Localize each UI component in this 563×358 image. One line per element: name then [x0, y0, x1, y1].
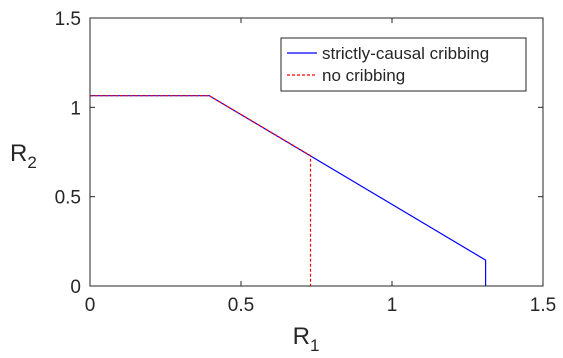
series-layer — [90, 95, 487, 286]
plot-frame — [89, 17, 544, 287]
y-tick-label: 0.5 — [55, 188, 81, 209]
series-line-strictly-causal-cribbing — [90, 95, 487, 286]
x-tick-label: 1.5 — [530, 295, 556, 316]
legend-box — [280, 37, 527, 92]
x-axis-ticks: 0 0.5 1 1.5 — [85, 18, 556, 316]
y-axis-ticks: 0 0.5 1 1.5 — [55, 9, 543, 298]
legend: strictly-causal cribbing no cribbing — [280, 37, 527, 92]
y-tick-label: 1.5 — [55, 9, 81, 30]
x-axis-label-sub: 1 — [310, 336, 319, 355]
x-axis-label: R1 — [293, 323, 320, 355]
x-axis-label-main: R — [293, 323, 310, 350]
y-axis-label: R2 — [10, 140, 37, 172]
legend-label-no-cribbing: no cribbing — [322, 66, 405, 85]
y-axis-label-sub: 2 — [27, 153, 36, 172]
y-tick-label: 0 — [70, 277, 81, 298]
series-line-no-cribbing — [90, 95, 312, 286]
y-tick-label: 1 — [70, 98, 81, 119]
x-tick-label: 1 — [387, 295, 398, 316]
y-axis-label-main: R — [10, 140, 27, 167]
legend-label-strictly-causal-cribbing: strictly-causal cribbing — [322, 44, 489, 63]
x-tick-label: 0.5 — [228, 295, 254, 316]
x-tick-label: 0 — [85, 295, 96, 316]
